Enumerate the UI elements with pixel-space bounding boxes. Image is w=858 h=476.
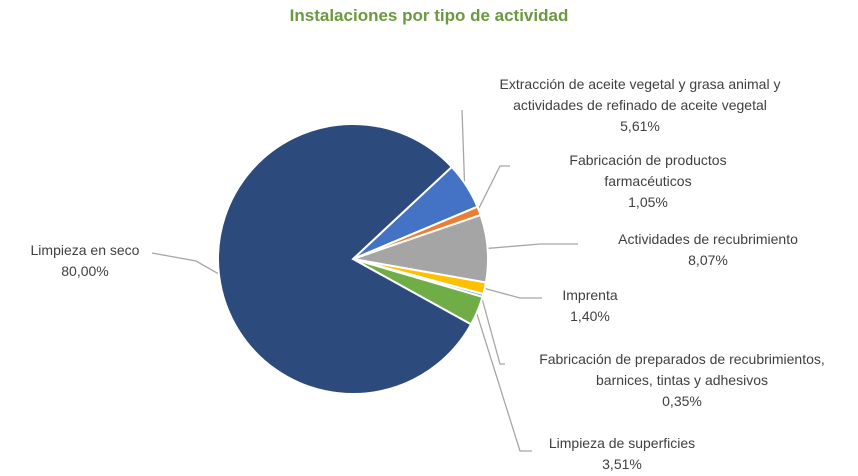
- data-label-superficies: Limpieza de superficies 3,51%: [522, 433, 722, 475]
- data-label-aceite: Extracción de aceite vegetal y grasa ani…: [460, 74, 820, 137]
- data-label-recubrimiento: Actividades de recubrimiento 8,07%: [588, 229, 828, 271]
- label-text-farma: Fabricación de productos farmacéuticos: [569, 152, 727, 189]
- label-value-imprenta: 1,40%: [570, 308, 610, 324]
- label-value-superficies: 3,51%: [602, 456, 642, 472]
- label-text-recubrimiento: Actividades de recubrimiento: [618, 231, 798, 247]
- pie-slice-seco: [217, 123, 473, 395]
- data-label-preparados: Fabricación de preparados de recubrimien…: [507, 349, 857, 412]
- label-value-seco: 80,00%: [61, 263, 109, 279]
- leader-line-seco: [151, 252, 222, 276]
- data-label-farma: Fabricación de productos farmacéuticos 1,…: [528, 150, 768, 213]
- label-text-preparados: Fabricación de preparados de recubrimien…: [539, 351, 825, 388]
- chart-title: Instalaciones por tipo de actividad: [289, 6, 569, 25]
- label-value-preparados: 0,35%: [662, 393, 702, 409]
- leader-line-superficies: [475, 310, 532, 452]
- label-text-superficies: Limpieza de superficies: [548, 435, 696, 451]
- label-value-aceite: 5,61%: [620, 118, 660, 134]
- data-label-imprenta: Imprenta 1,40%: [545, 285, 635, 327]
- data-label-seco: Limpieza en seco 80,00%: [10, 240, 160, 282]
- leader-line-recubrimiento: [485, 243, 578, 250]
- label-value-farma: 1,05%: [628, 194, 668, 210]
- leader-line-imprenta: [482, 287, 542, 299]
- leader-line-farma: [476, 165, 510, 212]
- label-text-imprenta: Imprenta: [562, 287, 618, 303]
- label-value-recubrimiento: 8,07%: [688, 252, 728, 268]
- leader-line-preparados: [480, 294, 505, 365]
- leader-line-aceite: [461, 109, 466, 187]
- label-text-aceite: Extracción de aceite vegetal y grasa ani…: [499, 76, 781, 113]
- leader-lines: [151, 109, 578, 452]
- label-text-seco: Limpieza en seco: [30, 242, 140, 258]
- pie-slices: [217, 123, 489, 395]
